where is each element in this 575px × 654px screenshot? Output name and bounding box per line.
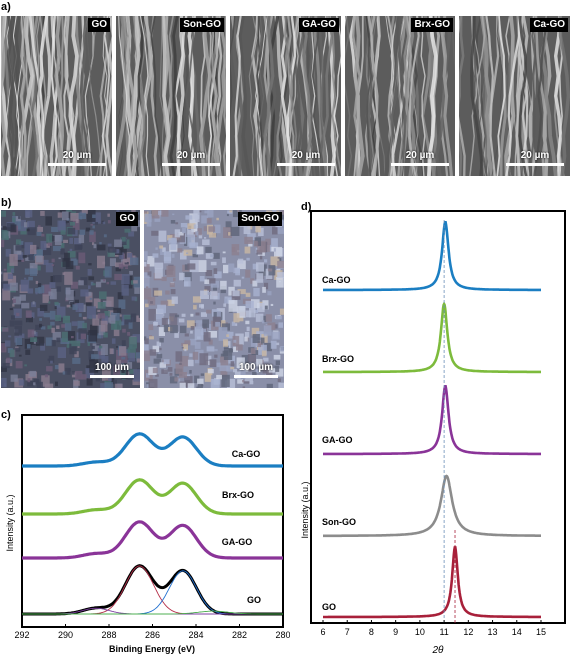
sem-sample-tag: Son-GO: [180, 18, 224, 32]
scale-bar: 20 µm: [162, 150, 220, 166]
scale-bar: 20 µm: [48, 150, 106, 166]
x-tick-label: 282: [232, 630, 247, 640]
panel-label-a: a): [1, 1, 11, 13]
scale-bar: 100 µm: [234, 362, 278, 378]
plot-frame: [310, 210, 566, 624]
series-line-ca-go: [323, 221, 541, 292]
fit-component-line: [22, 610, 283, 615]
x-tick-label: 10: [415, 627, 425, 637]
series-label: Ca-GO: [232, 449, 261, 459]
x-tick-label: 288: [101, 630, 116, 640]
panel-label-b: b): [1, 197, 12, 209]
sem-image-go: GO 20 µm: [1, 16, 112, 176]
x-tick-label: 13: [488, 627, 498, 637]
sem-sample-tag: GA-GO: [299, 18, 339, 32]
x-tick-label: 292: [14, 630, 29, 640]
scale-bar: 20 µm: [391, 150, 449, 166]
sem-sample-tag: GO: [88, 18, 110, 32]
optical-sample-tag: Son-GO: [238, 212, 282, 226]
scale-bar-label: 20 µm: [291, 150, 321, 161]
sem-image-ga-go: GA-GO 20 µm: [230, 16, 341, 176]
fit-component-line: [22, 565, 283, 615]
x-tick-label: 8: [369, 627, 374, 637]
x-tick-label: 9: [393, 627, 398, 637]
scale-bar: 100 µm: [90, 362, 134, 378]
series-line-brx-go: [323, 301, 541, 374]
x-tick-label: 6: [320, 627, 325, 637]
series-line-ga-go: [323, 385, 541, 456]
scale-bar-label: 20 µm: [176, 150, 206, 161]
xrd-chart: Ca-GO Brx-GO GA-GO Son-GO GO 6 7 8 9 10 11 12 13 14 1…: [300, 210, 566, 654]
optical-image-go: GO 100 µm: [1, 210, 140, 388]
series-line-son-go: [323, 474, 541, 538]
series-label: Brx-GO: [222, 490, 254, 500]
series-label: Son-GO: [322, 517, 356, 527]
x-axis-label: 2θ: [432, 645, 445, 654]
series-label: Ca-GO: [322, 275, 351, 285]
panel-label-d: d): [301, 201, 312, 213]
x-tick-label: 14: [512, 627, 522, 637]
series-line-ca-go: [22, 432, 283, 468]
sem-image-brx-go: Brx-GO 20 µm: [345, 16, 455, 176]
scale-bar-label: 20 µm: [520, 150, 550, 161]
optical-image-son-go: Son-GO 100 µm: [144, 210, 284, 388]
scale-bar-label: 100 µm: [238, 362, 274, 373]
x-tick-label: 286: [145, 630, 160, 640]
y-axis-label: Intensity (a.u.): [300, 481, 310, 538]
scale-bar: 20 µm: [506, 150, 564, 166]
sem-image-son-go: Son-GO 20 µm: [116, 16, 226, 176]
series-line-ga-go: [22, 520, 283, 560]
panel-label-c: c): [1, 409, 11, 421]
sem-sample-tag: Ca-GO: [530, 18, 568, 32]
plot-frame: [21, 414, 284, 628]
series-label: GA-GO: [322, 435, 353, 445]
scale-bar-label: 20 µm: [62, 150, 92, 161]
series-label: GA-GO: [222, 537, 253, 547]
y-axis-label: Intensity (a.u.): [5, 494, 15, 551]
series-label: Brx-GO: [322, 354, 354, 364]
sem-image-ca-go: Ca-GO 20 µm: [459, 16, 570, 176]
x-tick-label: 284: [188, 630, 203, 640]
series-label: GO: [247, 595, 261, 605]
series-label: GO: [322, 602, 336, 612]
scale-bar: 20 µm: [277, 150, 335, 166]
scale-bar-label: 100 µm: [94, 362, 130, 373]
x-tick-label: 12: [463, 627, 473, 637]
x-tick-label: 280: [275, 630, 290, 640]
optical-sample-tag: GO: [116, 212, 138, 226]
x-tick-label: 290: [58, 630, 73, 640]
series-line-brx-go: [22, 478, 283, 516]
x-tick-label: 15: [536, 627, 546, 637]
x-tick-label: 11: [439, 627, 448, 637]
sem-sample-tag: Brx-GO: [411, 18, 453, 32]
x-tick-label: 7: [345, 627, 350, 637]
x-axis-label: Binding Energy (eV): [109, 644, 195, 654]
series-line-go: [323, 546, 541, 619]
series-line-go: [22, 564, 283, 616]
scale-bar-label: 20 µm: [405, 150, 435, 161]
xps-chart: Ca-GO Brx-GO GA-GO GO 292 290 288 286 284 282 280…: [5, 414, 290, 654]
